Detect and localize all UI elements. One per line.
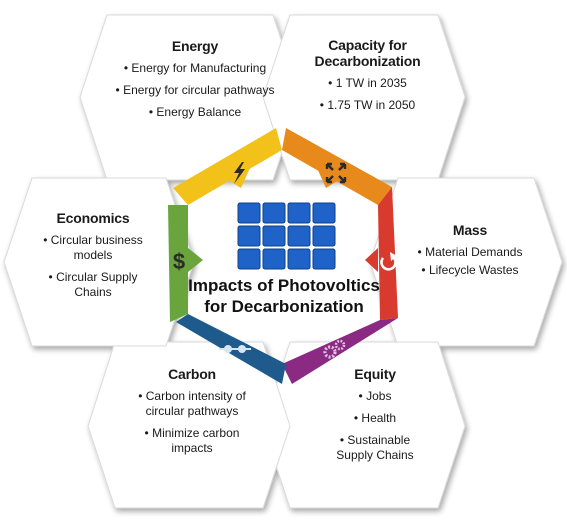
solar-cell	[262, 248, 286, 270]
carbon-item: Carbon intensity of circular pathways	[118, 389, 266, 419]
economics-title: Economics	[56, 210, 130, 226]
solar-cell	[312, 225, 336, 247]
mass-item: Material Demands	[405, 245, 535, 260]
center-title-line1: Impacts of Photovoltics	[188, 276, 380, 295]
equity-item: Jobs	[305, 389, 445, 404]
solar-cell	[237, 225, 261, 247]
solar-cell	[312, 202, 336, 224]
solar-cell	[312, 248, 336, 270]
dollar-icon: $	[173, 249, 185, 274]
solar-cell	[237, 248, 261, 270]
solar-cell	[287, 225, 311, 247]
cycle-arrow-icon	[380, 252, 397, 271]
economics-text: Economics Circular business models Circu…	[32, 210, 154, 300]
expand-arrows-icon	[325, 162, 347, 184]
equity-text: Equity Jobs Health Sustainable Supply Ch…	[305, 366, 445, 463]
center-title: Impacts of Photovoltics for Decarbonizat…	[183, 275, 385, 317]
capacity-title-line1: Capacity for	[328, 37, 407, 53]
carbon-text: Carbon Carbon intensity of circular path…	[118, 366, 266, 456]
svg-text:$: $	[173, 249, 185, 274]
capacity-item: 1.75 TW in 2050	[285, 98, 450, 113]
solar-panel-icon	[237, 202, 336, 270]
equity-title: Equity	[354, 366, 396, 382]
equity-item: Sustainable Supply Chains	[305, 433, 445, 463]
mass-item: Lifecycle Wastes	[405, 263, 535, 278]
capacity-segment	[282, 128, 392, 205]
equity-segment	[282, 318, 398, 384]
mass-pointer	[365, 248, 378, 272]
solar-cell	[287, 202, 311, 224]
solar-cell	[237, 202, 261, 224]
mass-title: Mass	[452, 222, 488, 238]
equity-item: Health	[305, 411, 445, 426]
molecule-chain-icon	[219, 345, 251, 353]
capacity-text: Capacity for Decarbonization 1 TW in 203…	[285, 37, 450, 113]
center-title-line2: for Decarbonization	[204, 297, 364, 316]
energy-title: Energy	[171, 38, 219, 54]
energy-text: Energy Energy for Manufacturing Energy f…	[100, 38, 290, 120]
energy-item: Energy Balance	[100, 105, 290, 120]
mass-segment	[378, 187, 398, 320]
solar-cell	[287, 248, 311, 270]
capacity-item: 1 TW in 2035	[285, 76, 450, 91]
carbon-item: Minimize carbon impacts	[118, 426, 266, 456]
economics-item: Circular business models	[32, 233, 154, 263]
solar-cell	[262, 225, 286, 247]
solar-cell	[262, 202, 286, 224]
energy-segment	[173, 128, 282, 205]
lightning-bolt-icon	[234, 162, 245, 184]
economics-item: Circular Supply Chains	[32, 270, 154, 300]
economics-segment	[168, 205, 188, 322]
capacity-title-line2: Decarbonization	[314, 53, 421, 69]
energy-item: Energy for Manufacturing	[100, 61, 290, 76]
mass-text: Mass Material Demands Lifecycle Wastes	[405, 222, 535, 278]
carbon-hexagon	[87, 341, 291, 509]
carbon-title: Carbon	[168, 366, 216, 382]
economics-pointer	[188, 248, 203, 272]
energy-item: Energy for circular pathways	[100, 83, 290, 98]
gears-icon	[323, 339, 346, 359]
